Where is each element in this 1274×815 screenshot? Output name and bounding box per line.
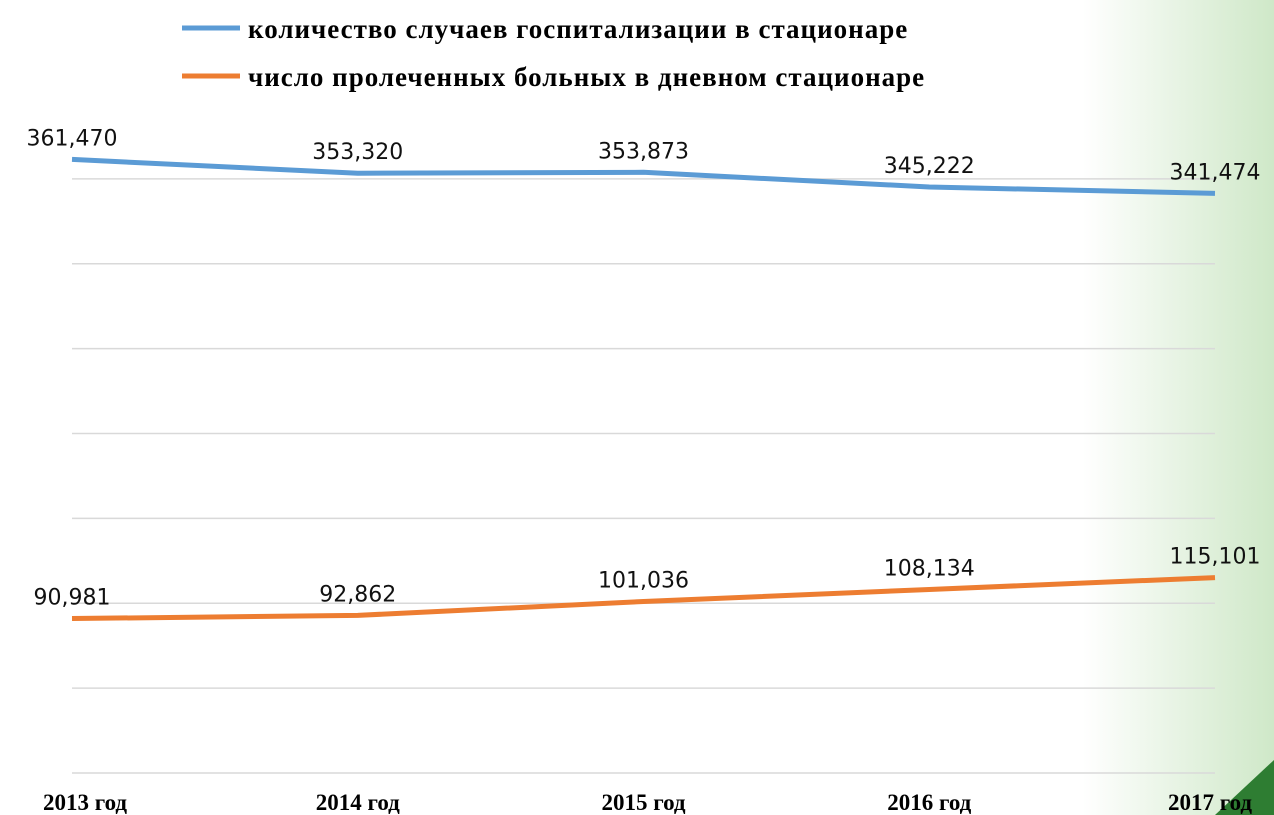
plot: количество случаев госпитализации в стац…	[27, 14, 1261, 815]
data-label: 353,873	[598, 139, 689, 164]
data-label: 353,320	[312, 140, 403, 165]
x-tick-label: 2016 год	[887, 790, 971, 815]
x-tick-label: 2013 год	[43, 790, 127, 815]
x-tick-label: 2014 год	[316, 790, 400, 815]
data-label: 341,474	[1170, 160, 1261, 185]
data-label: 92,862	[319, 582, 396, 607]
legend-label: количество случаев госпитализации в стац…	[248, 14, 908, 44]
x-tick-label: 2017 год	[1168, 790, 1252, 815]
series-line	[71, 575, 1216, 622]
corner-decoration	[1215, 760, 1274, 815]
series-line	[71, 156, 1216, 196]
data-label: 90,981	[34, 586, 111, 611]
data-label: 361,470	[27, 126, 118, 151]
data-label: 115,101	[1170, 545, 1261, 570]
data-label: 345,222	[884, 154, 975, 179]
data-label: 108,134	[884, 556, 975, 581]
legend-label: число пролеченных больных в дневном стац…	[248, 62, 925, 92]
x-tick-label: 2015 год	[601, 790, 685, 815]
data-label: 101,036	[598, 568, 689, 593]
